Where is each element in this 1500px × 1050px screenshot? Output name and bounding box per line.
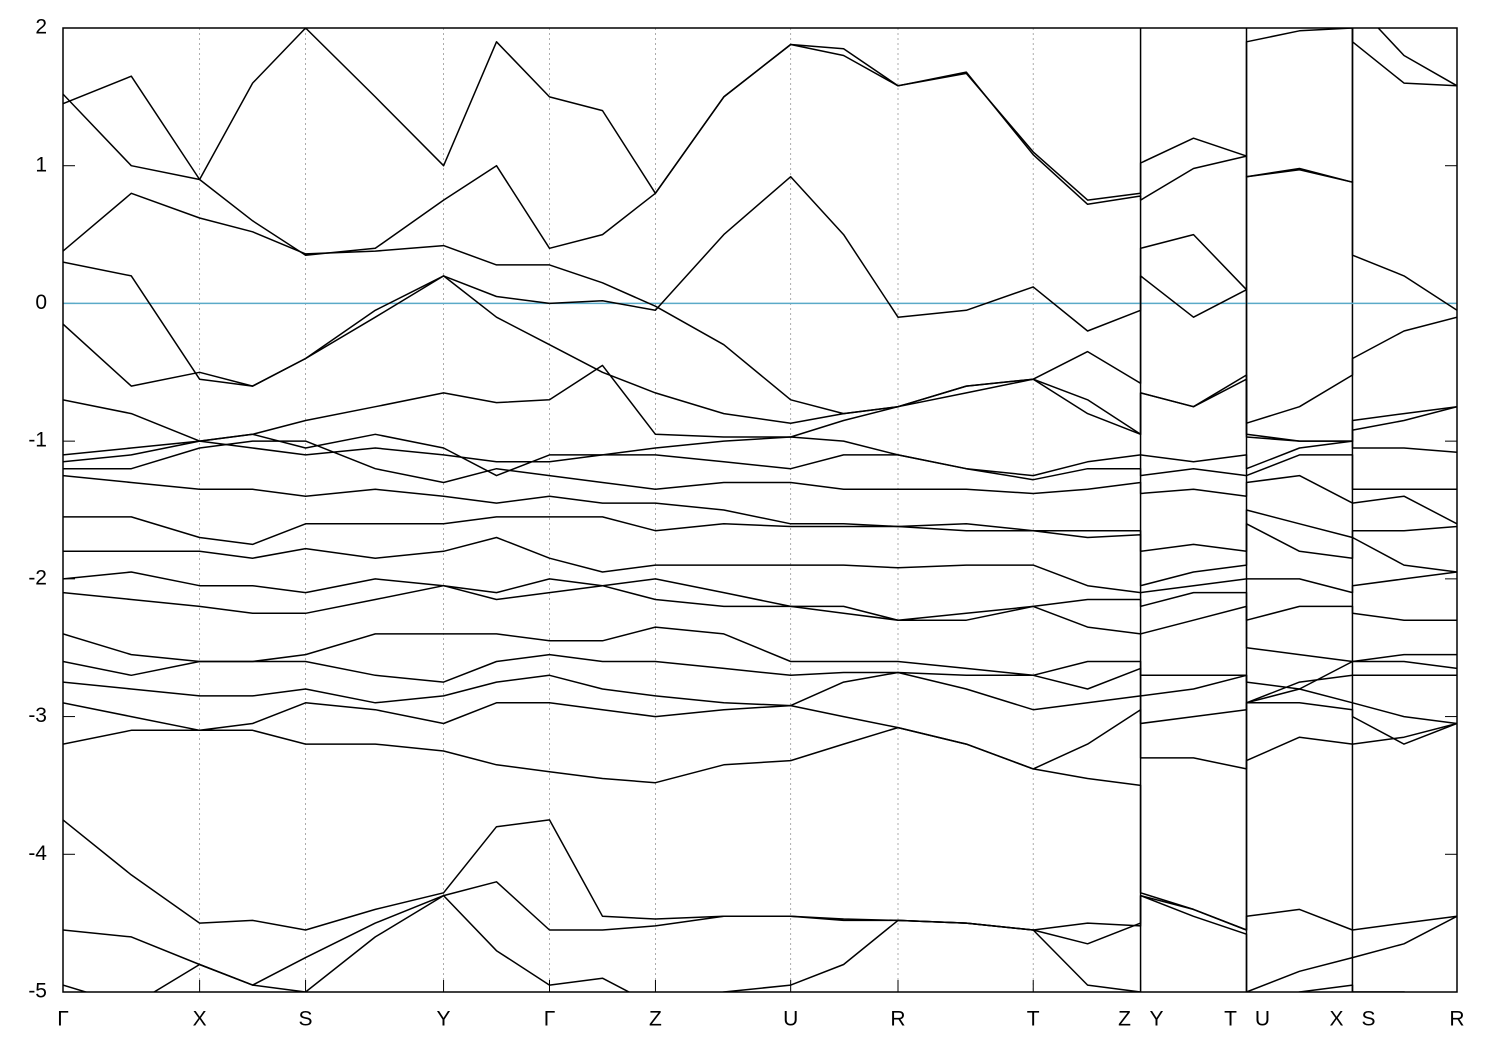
band-line — [63, 702, 1457, 770]
band-line — [63, 364, 1457, 442]
x-tick-label: R — [1449, 1008, 1464, 1031]
x-tick-label: S — [1361, 1008, 1375, 1031]
band-line — [63, 894, 1407, 992]
band-line — [63, 169, 1457, 387]
band-line — [63, 440, 1457, 525]
x-tick-label: Y — [437, 1008, 451, 1031]
x-tick-label: X — [1329, 1008, 1343, 1031]
plot-frame — [62, 27, 1458, 993]
band-line — [63, 233, 1457, 424]
x-tick-label: Γ — [544, 1008, 556, 1031]
band-line — [63, 722, 1457, 931]
x-tick-label: U — [783, 1008, 798, 1031]
x-tick-label: U — [1255, 1008, 1270, 1031]
band-line — [63, 436, 1457, 477]
x-tick-label: R — [890, 1008, 905, 1031]
y-tick-label: -1 — [28, 429, 47, 452]
x-tick-label: Y — [1150, 1008, 1164, 1031]
band-line — [63, 433, 1457, 491]
y-tick-label: -3 — [28, 704, 47, 727]
band-line — [63, 474, 1457, 553]
x-tick-label: T — [1224, 1008, 1237, 1031]
y-tick-label: 2 — [35, 16, 47, 39]
band-line — [63, 653, 1457, 704]
x-tick-label: X — [193, 1008, 207, 1031]
x-tick-label: Z — [649, 1008, 662, 1031]
y-tick-label: -4 — [28, 842, 47, 865]
x-tick-label: S — [299, 1008, 313, 1031]
band-line — [63, 536, 1457, 594]
band-line — [63, 881, 1457, 992]
band-line — [63, 28, 1457, 201]
y-tick-label: -2 — [28, 566, 47, 589]
band-line — [63, 516, 1457, 587]
bands — [63, 28, 1457, 992]
x-tick-label: Z — [1118, 1008, 1131, 1031]
x-tick-label: Γ — [57, 1008, 69, 1031]
band-line — [63, 571, 1457, 621]
x-tick-label: T — [1027, 1008, 1040, 1031]
y-tick-label: -5 — [28, 980, 47, 1003]
band-line — [63, 584, 1457, 663]
band-line — [63, 819, 1457, 945]
y-tick-label: 1 — [35, 153, 47, 176]
y-tick-label: 0 — [35, 291, 47, 314]
